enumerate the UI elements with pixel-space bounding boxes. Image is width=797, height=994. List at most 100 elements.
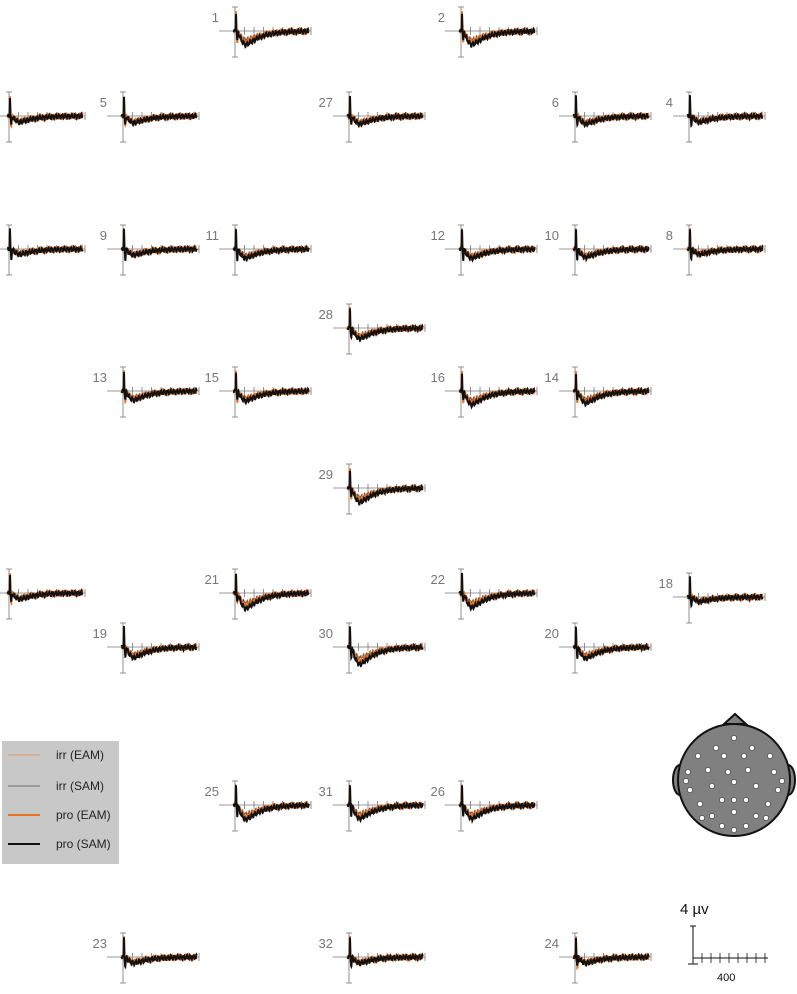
electrode-dot [725,769,731,775]
electrode-dot [779,778,785,784]
series-line-pro-sam [458,13,536,48]
channel-panel-17: 17 [0,568,86,620]
series-line-pro-sam [120,228,198,261]
channel-panel-21: 21 [205,568,312,620]
channel-panel-31: 31 [319,780,426,832]
channel-panel-10: 10 [545,224,652,276]
channel-panel-15: 15 [205,366,312,418]
channel-label: 8 [666,228,673,243]
electrode-dot [699,815,705,821]
head-montage [672,712,796,837]
legend-label-pro-sam: pro (SAM) [56,837,111,851]
series-line-pro-eam [120,96,198,128]
channel-label: 14 [545,370,559,385]
electrode-dot [771,769,777,775]
channel-label: 15 [205,370,219,385]
legend-label-irr-sam: irr (SAM) [56,779,104,793]
erp-panels: 1235276479111210828131516142917212218193… [0,6,766,984]
legend-label-pro-eam: pro (EAM) [56,808,111,822]
channel-panel-12: 12 [431,224,538,276]
channel-label: 4 [666,95,673,110]
series-line-pro-sam [458,373,536,410]
channel-label: 9 [100,228,107,243]
scale-bar: 4 µv 400 [680,901,768,984]
series-line-irr-eam [347,307,424,340]
series-line-pro-sam [6,228,84,261]
channel-panel-32: 32 [319,932,426,984]
series-line-pro-sam [458,572,536,612]
series-line-pro-sam [346,95,424,129]
electrode-dot [731,735,737,741]
channel-panel-18: 18 [659,572,766,624]
channel-label: 10 [545,228,559,243]
electrode-dot [731,779,737,785]
electrode-dot [713,745,719,751]
channel-panel-9: 9 [100,224,200,276]
series-line-irr-sam [233,784,310,818]
series-line-pro-sam [120,96,198,128]
series-line-pro-sam [120,626,198,662]
series-line-pro-sam [686,576,764,609]
series-line-pro-sam [232,13,310,49]
head-nose [721,712,749,725]
series-line-pro-sam [232,229,310,263]
channel-panel-1: 1 [212,6,312,58]
electrode-dot [731,809,737,815]
channel-panel-26: 26 [431,780,538,832]
electrode-dot [767,753,773,759]
series-line-pro-eam [346,96,424,128]
channel-label: 30 [319,626,333,641]
electrode-dot [719,797,725,803]
channel-panel-13: 13 [93,366,200,418]
channel-panel-3: 3 [0,91,86,143]
channel-label: 26 [431,784,445,799]
channel-panel-14: 14 [545,366,652,418]
channel-label: 5 [100,95,107,110]
series-line-pro-sam [6,97,84,126]
electrode-dot [745,767,751,773]
channel-panel-8: 8 [666,224,766,276]
scale-time-label: 400 [717,972,735,984]
channel-label: 24 [545,936,559,951]
channel-panel-27: 27 [319,91,426,143]
series-line-pro-sam [572,373,650,408]
series-line-pro-sam [232,785,310,824]
electrode-dot [687,787,693,793]
channel-panel-20: 20 [545,622,652,674]
series-line-irr-eam [233,785,310,817]
channel-label: 20 [545,626,559,641]
channel-label: 21 [205,572,219,587]
electrode-dot [763,815,769,821]
legend: irr (EAM) irr (SAM) pro (EAM) pro (SAM) [2,741,119,864]
channel-panel-19: 19 [93,622,200,674]
series-line-pro-sam [458,785,536,824]
series-line-pro-eam [572,97,650,128]
channel-panel-16: 16 [431,366,538,418]
electrode-dot [685,769,691,775]
series-line-pro-sam [458,229,536,263]
channel-label: 29 [319,467,333,482]
electrode-dot [721,753,727,759]
electrode-dot [683,778,689,784]
electrode-dot [719,823,725,829]
channel-panel-24: 24 [545,932,652,984]
series-line-pro-sam [346,626,424,668]
series-line-irr-eam [459,371,536,403]
channel-panel-28: 28 [319,303,426,355]
legend-label-irr-eam: irr (EAM) [56,748,104,762]
series-line-pro-sam [232,573,310,613]
electrode-dot [753,783,759,789]
channel-label: 27 [319,95,333,110]
electrode-dots [683,735,785,833]
series-line-pro-sam [120,937,198,969]
series-line-pro-sam [346,785,424,824]
electrode-dot [695,753,701,759]
channel-label: 12 [431,228,445,243]
channel-label: 19 [93,626,107,641]
electrode-dot [697,801,703,807]
channel-label: 2 [438,10,445,25]
series-line-pro-sam [686,95,764,128]
channel-panel-5: 5 [100,91,200,143]
channel-label: 22 [431,572,445,587]
